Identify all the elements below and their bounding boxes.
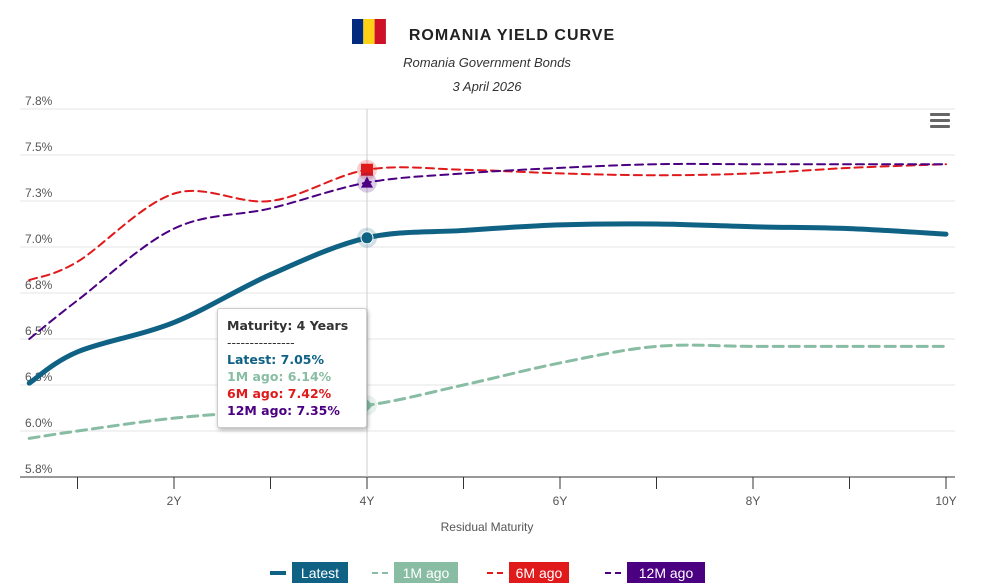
series-line-latest [26,221,949,386]
tooltip-1m: 1M ago: 6.14% [227,369,332,384]
legend-label: 1M ago [403,565,450,581]
flag-stripe [374,19,386,44]
x-tick-label: 10Y [935,494,956,508]
y-tick-label: 5.8% [25,462,53,476]
circle-marker [360,231,374,245]
legend-label-bg [292,562,348,583]
tooltip-header: Maturity: 4 Years [227,318,349,333]
y-tick-label: 7.0% [25,232,53,246]
legend-item-6m-ago[interactable]: 6M ago [487,562,569,583]
legend-label-bg [394,562,458,583]
y-tick-label: 7.3% [25,186,53,200]
series-line-12m-ago [28,162,947,340]
legend-item-1m-ago[interactable]: 1M ago [372,562,458,583]
x-tick-label: 8Y [746,494,761,508]
tooltip-latest: Latest: 7.05% [227,352,324,367]
legend-label: 6M ago [516,565,563,581]
y-tick-label: 7.8% [25,94,53,108]
triangle-marker [361,176,373,188]
flag-stripe [363,19,375,44]
series-line-6m-ago [28,163,947,282]
y-tick-label: 6.0% [25,416,53,430]
tooltip-divider: --------------- [227,335,295,350]
flag-stripe [352,19,364,44]
x-axis-title: Residual Maturity [441,520,534,534]
legend-item-12m-ago[interactable]: 12M ago [605,562,705,583]
chart-date: 3 April 2026 [453,79,523,94]
y-tick-label: 7.5% [25,140,53,154]
legend-label: Latest [301,565,339,581]
legend-item-latest[interactable]: Latest [270,562,348,583]
x-tick-label: 2Y [167,494,182,508]
series-line-1m-ago [27,343,948,440]
legend-label-bg [509,562,569,583]
x-tick-label: 4Y [360,494,375,508]
legend-label: 12M ago [639,565,694,581]
y-tick-label: 6.8% [25,278,53,292]
tooltip-12m: 12M ago: 7.35% [227,403,340,418]
x-tick-label: 6Y [553,494,568,508]
hamburger-menu-icon[interactable] [930,113,950,131]
square-marker [361,163,373,176]
tooltip-6m: 6M ago: 7.42% [227,386,332,401]
tooltip: Maturity: 4 Years --------------- Latest… [217,308,367,428]
chart-subtitle: Romania Government Bonds [403,55,571,70]
legend-label-bg [627,562,705,583]
chart-title: ROMANIA YIELD CURVE [409,27,615,44]
